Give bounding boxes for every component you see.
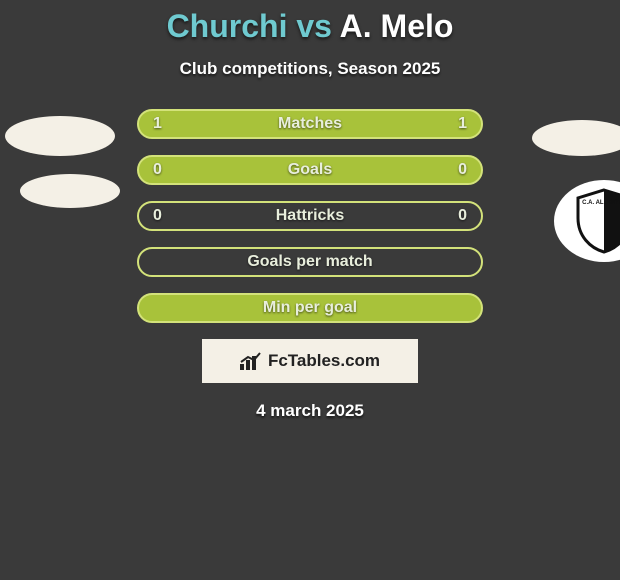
stat-label: Goals xyxy=(288,161,332,179)
stat-label: Hattricks xyxy=(276,207,344,225)
stat-left-value: 0 xyxy=(153,207,162,225)
club-badge-text: C.A. ALL BOYS xyxy=(582,200,620,206)
stat-row-hattricks: 0 Hattricks 0 xyxy=(137,201,483,231)
stat-row-matches: 1 Matches 1 xyxy=(137,109,483,139)
stat-row-goals: 0 Goals 0 xyxy=(137,155,483,185)
subtitle: Club competitions, Season 2025 xyxy=(0,59,620,79)
vs-separator: vs xyxy=(296,8,332,44)
stat-row-goals-per-match: Goals per match xyxy=(137,247,483,277)
stat-right-value: 1 xyxy=(458,115,467,133)
stat-right-value: 0 xyxy=(458,207,467,225)
date-label: 4 march 2025 xyxy=(0,401,620,421)
fctables-badge[interactable]: FcTables.com xyxy=(202,339,418,383)
stat-row-min-per-goal: Min per goal xyxy=(137,293,483,323)
player-left-avatar-1 xyxy=(5,116,115,156)
bar-chart-icon xyxy=(240,352,262,370)
stat-right-value: 0 xyxy=(458,161,467,179)
stat-left-value: 0 xyxy=(153,161,162,179)
stat-left-value: 1 xyxy=(153,115,162,133)
stat-label: Matches xyxy=(278,115,342,133)
comparison-title: Churchi vs A. Melo xyxy=(0,8,620,45)
player-left-name: Churchi xyxy=(167,8,288,44)
shield-icon: C.A. ALL BOYS xyxy=(574,188,620,254)
player-right-name: A. Melo xyxy=(340,8,454,44)
player-left-avatar-2 xyxy=(20,174,120,208)
fctables-label: FcTables.com xyxy=(268,351,380,371)
stat-label: Min per goal xyxy=(263,299,357,317)
stat-label: Goals per match xyxy=(247,253,372,271)
